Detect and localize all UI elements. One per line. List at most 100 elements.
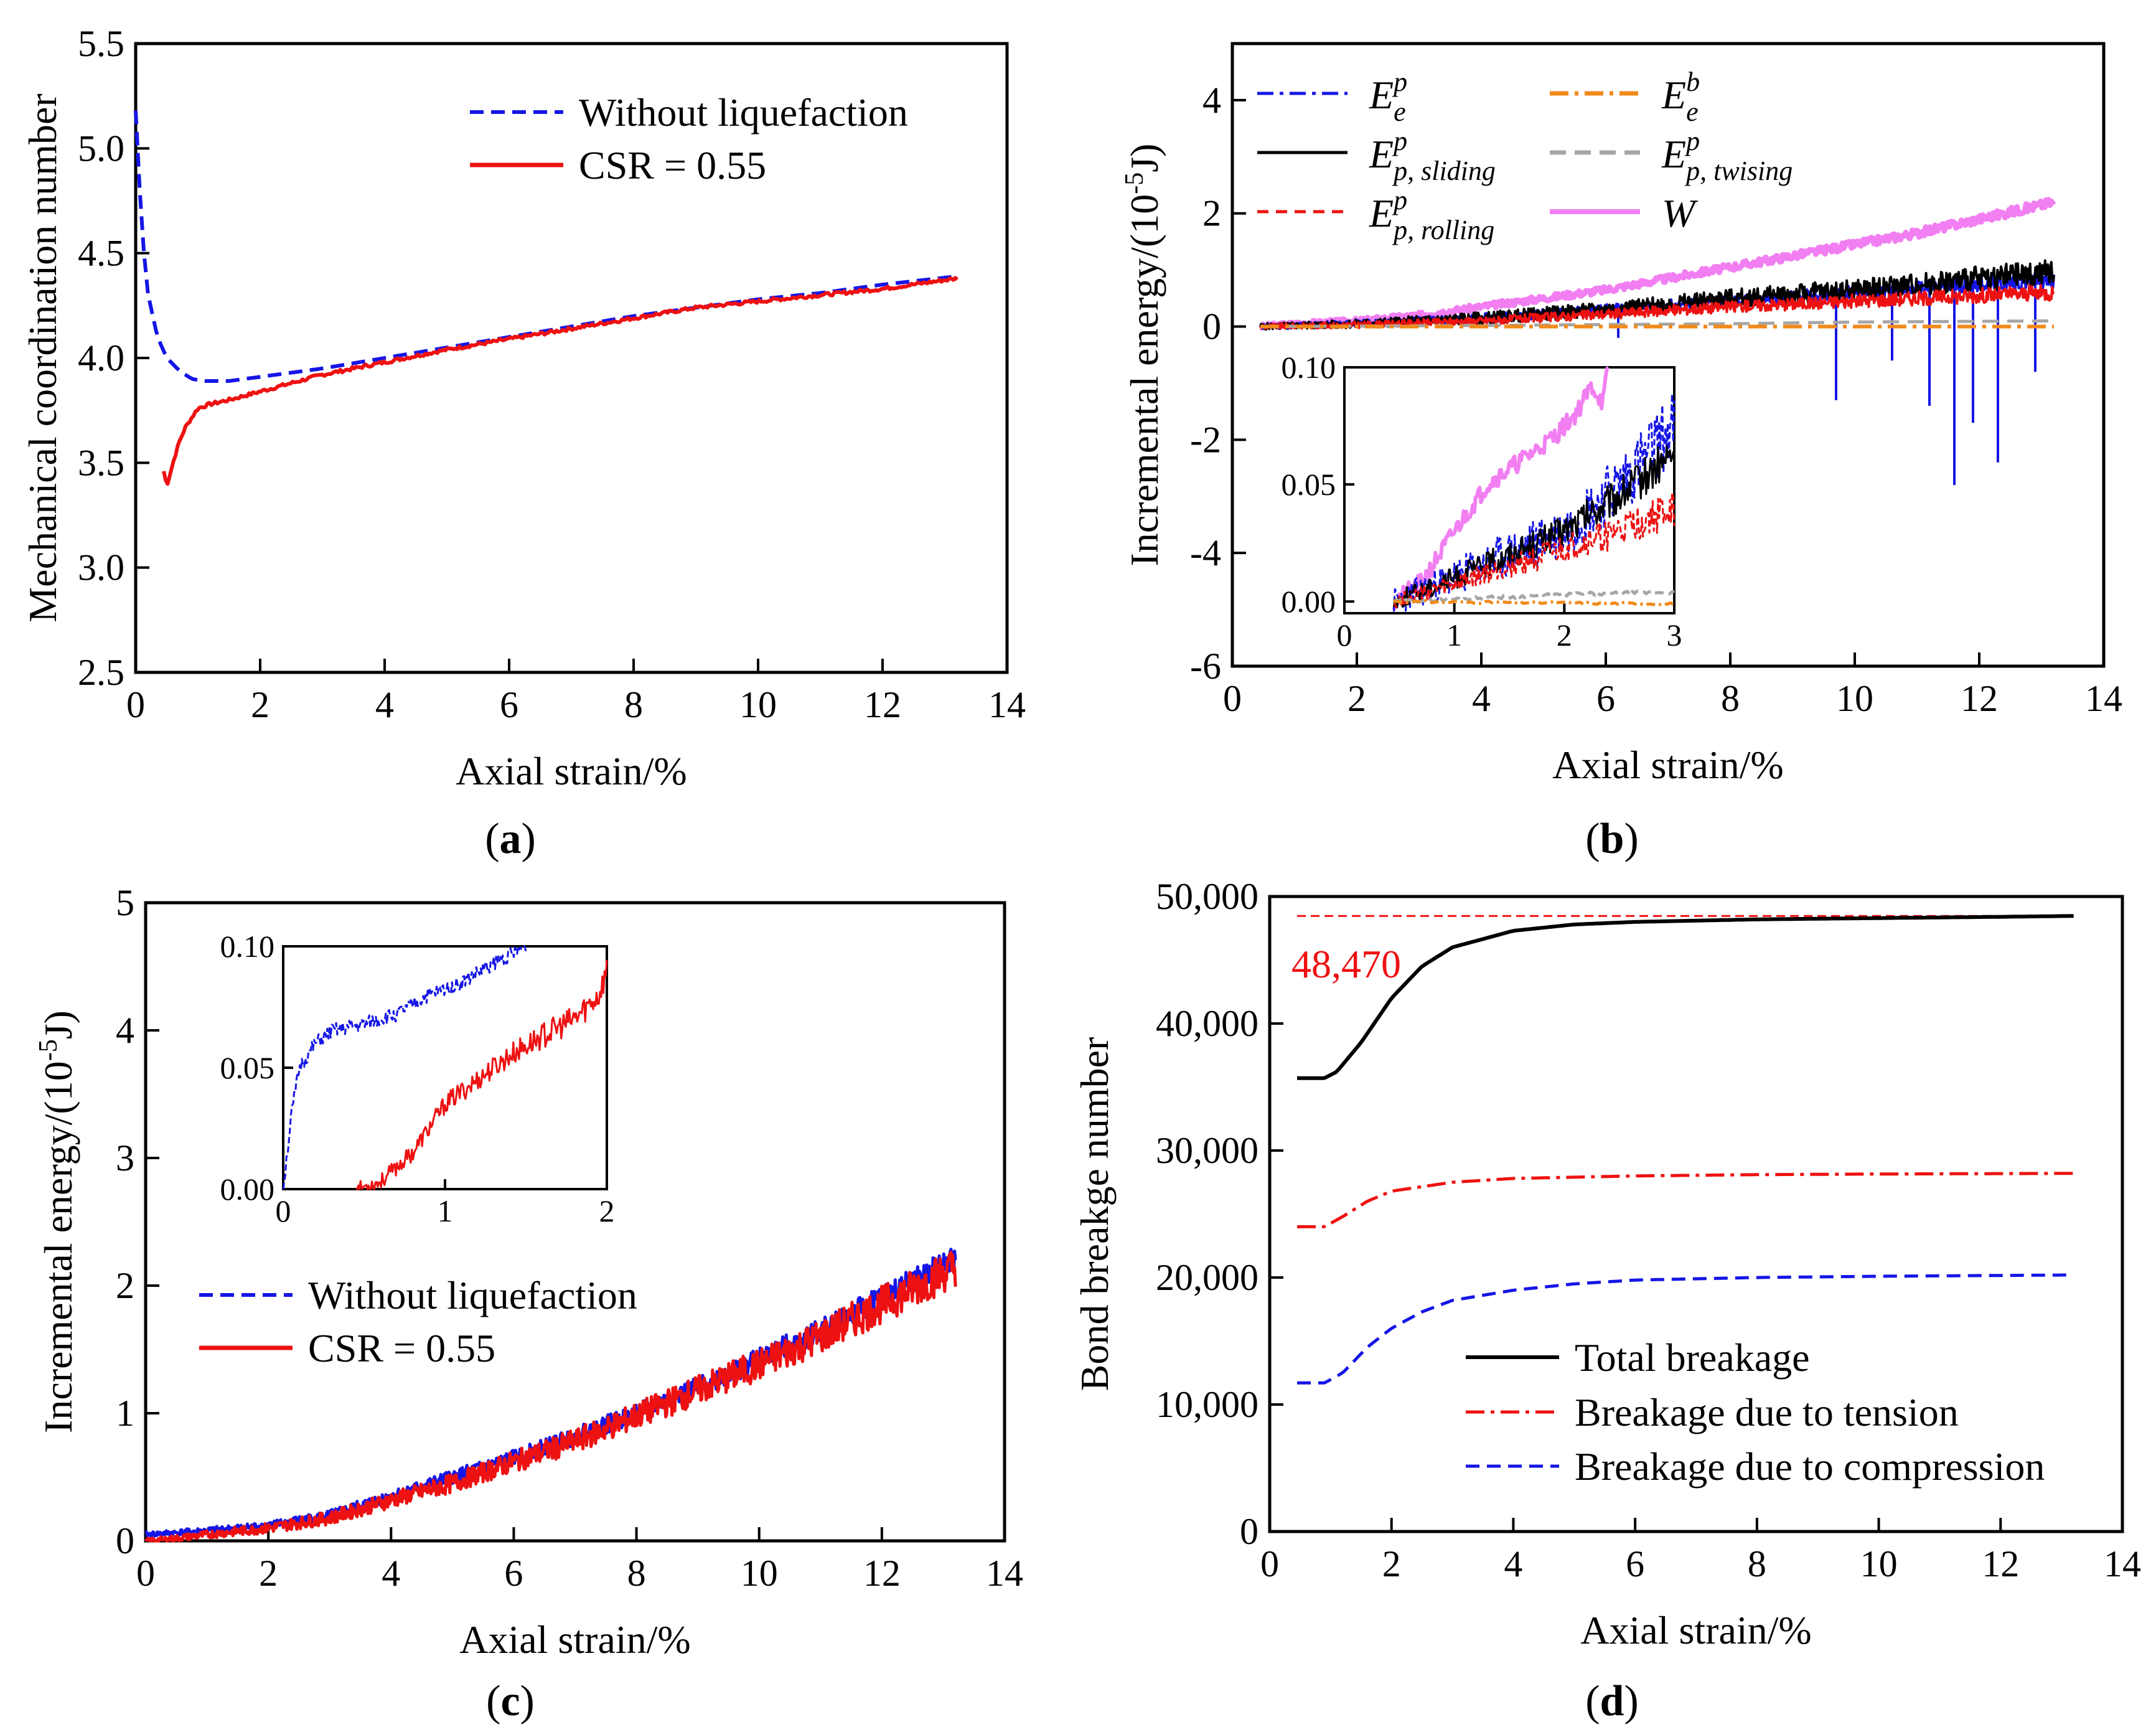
legend: Total breakage Breakage due to tension Bre…	[1466, 1335, 2045, 1489]
y-tick-label: 0.10	[1282, 350, 1336, 385]
legend-label: Ep e	[1369, 67, 1407, 127]
x-tick-label: 1	[1446, 618, 1462, 652]
x-tick-label: 4	[382, 1553, 400, 1594]
x-tick-label: 4	[1504, 1543, 1522, 1584]
legend-label: Ep p, twising	[1661, 126, 1793, 186]
panel-label: (d)	[1585, 1677, 1639, 1725]
y-tick-label: 4	[116, 1010, 134, 1051]
y-tick-label: 2	[116, 1265, 134, 1306]
y-axis-label: Incremental energy/(10-5J)	[1120, 144, 1166, 567]
y-tick-label: 10,000	[1156, 1384, 1258, 1425]
x-tick-label: 12	[863, 1553, 901, 1594]
series-line	[1297, 1172, 2074, 1228]
legend-label: Without liquefaction	[308, 1273, 637, 1317]
y-tick-label: 4.0	[78, 337, 124, 379]
x-tick-label: 2	[259, 1553, 278, 1594]
legend-label: CSR = 0.55	[579, 143, 766, 187]
y-tick-label: 0.05	[1282, 467, 1336, 502]
y-axis-label: Bond breakge number	[1072, 1037, 1117, 1391]
x-tick-label: 0	[1260, 1543, 1279, 1584]
inset-c: 0 1 2 0.00 0.05 0.10	[220, 929, 615, 1228]
x-tick-label: 10	[1860, 1543, 1898, 1584]
x-tick-label: 14	[2085, 678, 2122, 719]
y-tick-label: 3.5	[78, 442, 124, 483]
inset-series-line	[1392, 366, 1610, 611]
x-axis-label: Axial strain/%	[459, 1617, 690, 1662]
y-tick-label: 4.5	[78, 233, 124, 274]
x-tick-label: 0	[1337, 618, 1352, 652]
x-tick-label: 2	[599, 1193, 615, 1228]
y-tick-label: 30,000	[1156, 1130, 1258, 1171]
panel-d: 0 2 4 6 8 10 12 14 0 10,000 20,000 30,000 40,000 50,0…	[1072, 876, 2141, 1725]
y-tick-label: 0.00	[1282, 584, 1336, 619]
y-tick-label: -6	[1190, 646, 1221, 687]
y-axis-label: Incremental energy/(10-5J)	[34, 1010, 80, 1433]
x-tick-label: 14	[986, 1553, 1023, 1594]
plot-frame	[144, 901, 1006, 1543]
x-tick-label: 10	[739, 684, 777, 725]
y-tick-label: 2.5	[78, 652, 124, 693]
x-tick-label: 10	[741, 1553, 778, 1594]
x-tick-label: 3	[1667, 618, 1682, 652]
x-tick-label: 10	[1836, 678, 1873, 719]
inset-series-line	[356, 959, 608, 1190]
y-tick-label: 5.5	[78, 23, 124, 64]
x-tick-label: 12	[1982, 1543, 2019, 1584]
x-tick-label: 8	[624, 684, 643, 725]
y-tick-label: 50,000	[1156, 876, 1258, 917]
legend-label: Breakage due to compression	[1575, 1444, 2045, 1489]
x-tick-label: 0	[1223, 678, 1242, 719]
x-tick-label: 2	[1348, 678, 1366, 719]
series-line	[134, 110, 958, 383]
panel-label: (c)	[486, 1677, 535, 1725]
y-axis-label: Mechanical coordination number	[21, 93, 65, 622]
panel-a: 0 2 4 6 8 10 12 14 2.5 3.0 3.5 4.0 4.5 5.0 5.5 Axial st…	[21, 23, 1026, 863]
inset-b: 0 1 2 3 0.00 0.05 0.10	[1282, 350, 1682, 652]
series-line	[1259, 284, 2055, 330]
x-axis-label: Axial strain/%	[456, 749, 687, 793]
panel-label: (b)	[1585, 815, 1639, 863]
y-tick-label: 0.05	[220, 1050, 275, 1085]
x-tick-label: 4	[375, 684, 394, 725]
legend-label: CSR = 0.55	[308, 1326, 495, 1370]
legend: Ep e Eb e Ep p, sliding Ep p, twising Ep p, rolli…	[1257, 67, 1793, 245]
y-tick-label: 3	[116, 1137, 134, 1179]
y-tick-label: -2	[1190, 419, 1221, 460]
x-tick-label: 6	[1596, 678, 1615, 719]
x-tick-label: 12	[864, 684, 901, 725]
x-axis-label: Axial strain/%	[1580, 1608, 1811, 1652]
series-line	[1297, 1273, 2074, 1385]
x-tick-label: 8	[1748, 1543, 1766, 1584]
y-tick-label: 1	[116, 1393, 134, 1434]
y-tick-label: 0.00	[220, 1172, 275, 1207]
x-tick-label: 2	[251, 684, 270, 725]
plot-frame	[282, 945, 608, 1190]
legend-label: Ep p, rolling	[1369, 185, 1494, 245]
series-line	[162, 276, 959, 486]
y-tick-label: 0	[1202, 306, 1221, 347]
inset-series-line	[1392, 589, 1676, 605]
panel-label: (a)	[485, 815, 536, 863]
x-tick-label: 6	[500, 684, 518, 725]
plot-frame	[134, 42, 1009, 674]
series-line	[144, 1251, 957, 1543]
x-tick-label: 8	[1721, 678, 1740, 719]
series-line	[1297, 914, 2074, 1080]
x-tick-label: 14	[2104, 1543, 2141, 1584]
y-tick-label: 20,000	[1156, 1257, 1258, 1298]
inset-series-line	[1394, 492, 1676, 609]
x-tick-label: 6	[504, 1553, 523, 1594]
plot-frame	[1230, 42, 2106, 668]
plot-frame	[1343, 366, 1676, 614]
inset-series-line	[282, 945, 527, 1190]
x-tick-label: 0	[276, 1193, 291, 1228]
y-tick-label: -4	[1190, 532, 1221, 573]
y-tick-label: 3.0	[78, 547, 124, 588]
legend-label: W	[1662, 191, 1699, 235]
x-tick-label: 0	[126, 684, 145, 725]
x-tick-label: 1	[438, 1193, 453, 1228]
y-tick-label: 2	[1202, 193, 1221, 234]
legend-label: Eb e	[1661, 67, 1700, 127]
legend-label: Breakage due to tension	[1575, 1390, 1959, 1434]
